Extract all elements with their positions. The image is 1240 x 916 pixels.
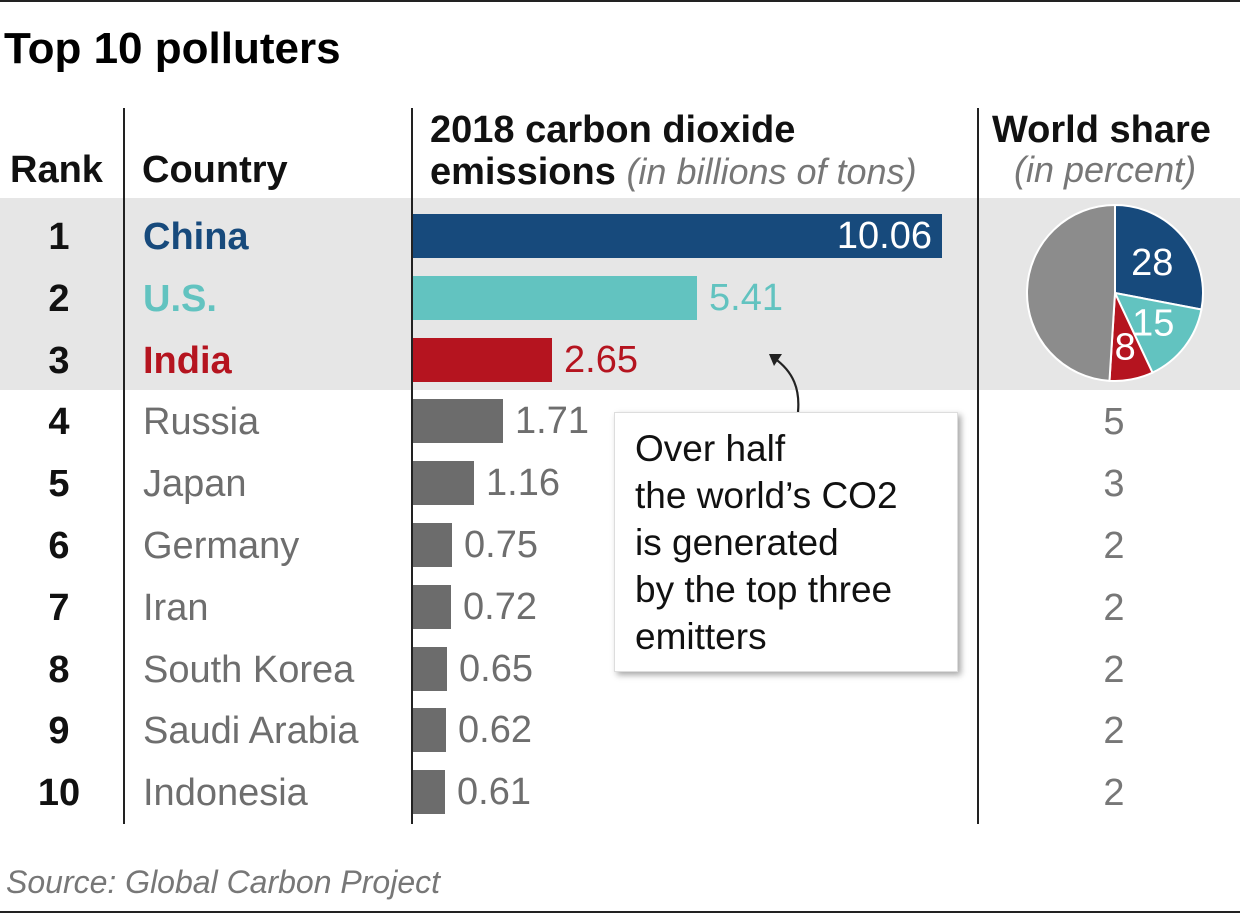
bar-value-label: 0.62: [458, 709, 532, 751]
world-share-value: 2: [1103, 587, 1125, 629]
country-iran: Iran: [143, 587, 209, 629]
country-header: Country: [142, 149, 288, 191]
bar-iran: [413, 585, 451, 629]
rank-cell: 8: [48, 649, 70, 691]
table-row: 2 U.S. 5.41: [0, 268, 1240, 330]
bar-japan: [413, 461, 474, 505]
emissions-unit-label: (in billions of tons): [626, 151, 917, 192]
world-share-value: 2: [1103, 772, 1125, 814]
rank-cell: 4: [48, 401, 70, 443]
world-share-value: 3: [1103, 463, 1125, 505]
source-note: Source: Global Carbon Project: [6, 864, 440, 900]
country-germany: Germany: [143, 525, 300, 567]
rank-cell: 6: [48, 525, 70, 567]
rank-header: Rank: [10, 149, 103, 191]
pie-slice-china: [1114, 203, 1204, 311]
rank-cell: 7: [48, 587, 70, 629]
share-header: World share: [992, 109, 1211, 151]
bar-russia: [413, 399, 503, 443]
country-china: China: [143, 216, 249, 258]
annotation-line: emitters: [635, 616, 767, 657]
page-title: Top 10 polluters: [4, 24, 341, 73]
divider-rank-country: [123, 108, 125, 824]
bar-value-label: 0.65: [459, 648, 533, 690]
rank-cell: 1: [48, 216, 70, 258]
annotation-note: Over half the world’s CO2 is generated b…: [614, 412, 958, 672]
country-india: India: [143, 340, 232, 382]
country-russia: Russia: [143, 401, 260, 443]
bar-indonesia: [413, 770, 445, 814]
bar-china: [413, 214, 942, 258]
pie-value-label: 15: [1132, 303, 1174, 345]
top-rule: [0, 0, 1240, 2]
emissions-header-line2: emissions (in billions of tons): [430, 150, 917, 194]
table-row: 9 Saudi Arabia 0.62 2: [0, 700, 1240, 762]
pie-value-label: 8: [1115, 327, 1136, 369]
divider-emissions-share: [977, 108, 979, 824]
annotation-line: is generated: [635, 522, 839, 563]
rank-cell: 10: [37, 772, 81, 814]
world-share-value: 2: [1103, 710, 1125, 752]
table-row: 6 Germany 0.75 2: [0, 515, 1240, 577]
emissions-header-line1: 2018 carbon dioxide: [430, 109, 796, 151]
bar-value-label: 2.65: [564, 339, 638, 381]
bar-saudi-arabia: [413, 708, 446, 752]
table-row: 4 Russia 1.71 5: [0, 391, 1240, 453]
rank-cell: 5: [48, 463, 70, 505]
bar-u-s: [413, 276, 697, 320]
bottom-rule: [0, 911, 1240, 913]
world-share-value: 2: [1103, 649, 1125, 691]
share-unit-label: (in percent): [1014, 149, 1197, 190]
bar-germany: [413, 523, 452, 567]
pie-value-label: 28: [1131, 242, 1173, 284]
table-row: 1 China 10.06: [0, 206, 1240, 268]
bar-value-label: 10.06: [836, 215, 932, 257]
annotation-line: by the top three: [635, 569, 893, 610]
country-saudi-arabia: Saudi Arabia: [143, 710, 359, 752]
rank-cell: 9: [48, 710, 70, 752]
emissions-header-label: emissions: [430, 151, 616, 193]
annotation-text: Over half the world’s CO2 is generated b…: [635, 425, 898, 660]
bar-south-korea: [413, 647, 447, 691]
country-indonesia: Indonesia: [143, 772, 308, 814]
table-row: 8 South Korea 0.65 2: [0, 639, 1240, 701]
table-row: 7 Iran 0.72 2: [0, 577, 1240, 639]
rank-cell: 2: [48, 278, 70, 320]
annotation-line: the world’s CO2: [635, 475, 898, 516]
bar-value-label: 0.61: [457, 771, 531, 813]
pie-slice-u-s-: [1113, 291, 1203, 374]
table-row: 5 Japan 1.16 3: [0, 453, 1240, 515]
table-row: 10 Indonesia 0.61 2: [0, 762, 1240, 824]
rank-cell: 3: [48, 340, 70, 382]
country-u-s: U.S.: [143, 278, 217, 320]
world-share-pie: 28 158: [1026, 203, 1204, 382]
annotation-line: Over half: [635, 428, 786, 469]
pie-slice-rest-of-world: [1026, 203, 1116, 382]
bar-india: [413, 338, 552, 382]
country-japan: Japan: [143, 463, 247, 505]
world-share-value: 2: [1103, 525, 1125, 567]
bar-value-label: 5.41: [709, 277, 783, 319]
bar-value-label: 1.16: [486, 462, 560, 504]
table-row: 3 India 2.65: [0, 330, 1240, 392]
annotation-arrow: [769, 354, 800, 413]
world-share-value: 5: [1103, 401, 1125, 443]
bar-value-label: 0.72: [463, 586, 537, 628]
divider-country-emissions: [411, 108, 413, 824]
bar-value-label: 1.71: [515, 400, 589, 442]
bar-value-label: 0.75: [464, 524, 538, 566]
country-south-korea: South Korea: [143, 649, 355, 691]
